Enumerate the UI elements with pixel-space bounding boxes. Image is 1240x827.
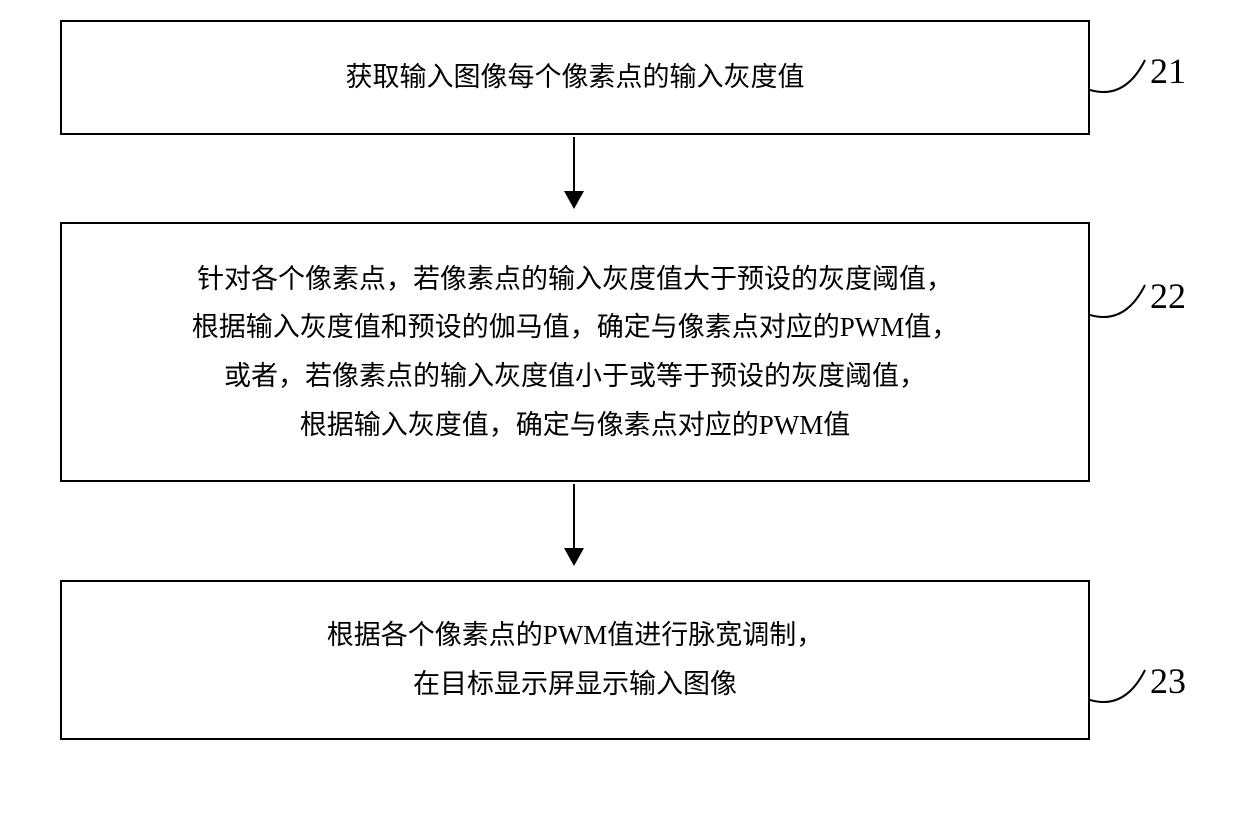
connector-21 bbox=[1090, 48, 1150, 108]
label-21: 21 bbox=[1150, 50, 1186, 92]
connector-22 bbox=[1090, 273, 1150, 333]
step-22-text: 针对各个像素点，若像素点的输入灰度值大于预设的灰度阈值， 根据输入灰度值和预设的… bbox=[192, 255, 959, 449]
arrow-22-to-23 bbox=[573, 484, 575, 564]
flowchart-step-23: 根据各个像素点的PWM值进行脉宽调制， 在目标显示屏显示输入图像 bbox=[60, 580, 1090, 740]
arrow-21-to-22 bbox=[573, 137, 575, 207]
step-21-text: 获取输入图像每个像素点的输入灰度值 bbox=[346, 53, 805, 102]
connector-23 bbox=[1090, 658, 1150, 718]
flowchart-step-21: 获取输入图像每个像素点的输入灰度值 bbox=[60, 20, 1090, 135]
flowchart-container: 获取输入图像每个像素点的输入灰度值 21 针对各个像素点，若像素点的输入灰度值大… bbox=[0, 0, 1240, 827]
step-23-text: 根据各个像素点的PWM值进行脉宽调制， 在目标显示屏显示输入图像 bbox=[327, 611, 824, 708]
label-23: 23 bbox=[1150, 660, 1186, 702]
label-22: 22 bbox=[1150, 275, 1186, 317]
flowchart-step-22: 针对各个像素点，若像素点的输入灰度值大于预设的灰度阈值， 根据输入灰度值和预设的… bbox=[60, 222, 1090, 482]
